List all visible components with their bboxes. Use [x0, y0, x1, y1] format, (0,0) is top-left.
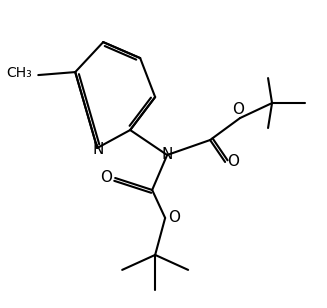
Text: O: O — [168, 210, 180, 225]
Text: O: O — [227, 155, 239, 169]
Text: O: O — [100, 171, 112, 185]
Text: CH₃: CH₃ — [7, 66, 32, 80]
Text: N: N — [93, 141, 104, 156]
Text: O: O — [232, 102, 244, 116]
Text: N: N — [162, 148, 173, 163]
